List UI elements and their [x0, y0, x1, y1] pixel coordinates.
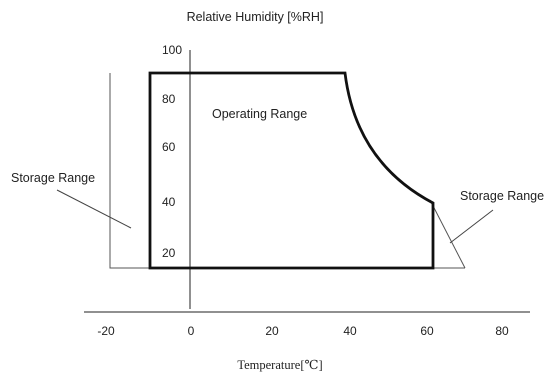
storage-left-leader-line [56, 189, 132, 229]
storage-right-leader-line [449, 209, 494, 244]
y-tick-100: 100 [162, 43, 182, 57]
x-tick-20: 20 [265, 324, 279, 338]
x-tick-60: 60 [420, 324, 434, 338]
x-tick-40: 40 [343, 324, 357, 338]
operating-range-region [148, 71, 435, 270]
x-tick-0: 0 [188, 324, 195, 338]
storage-range-label-left: Storage Range [11, 171, 95, 185]
y-axis-title: Relative Humidity [%RH] [187, 10, 324, 24]
operating-range-label: Operating Range [212, 107, 307, 121]
storage-range-label-right: Storage Range [460, 189, 544, 203]
x-tick-neg20: -20 [97, 324, 115, 338]
y-tick-60: 60 [162, 140, 176, 154]
x-axis-title: Temperature[℃] [237, 358, 322, 372]
y-tick-40: 40 [162, 195, 176, 209]
x-tick-80: 80 [495, 324, 509, 338]
y-tick-80: 80 [162, 92, 176, 106]
y-tick-20: 20 [162, 246, 176, 260]
storage-range-right-edge [429, 199, 466, 269]
